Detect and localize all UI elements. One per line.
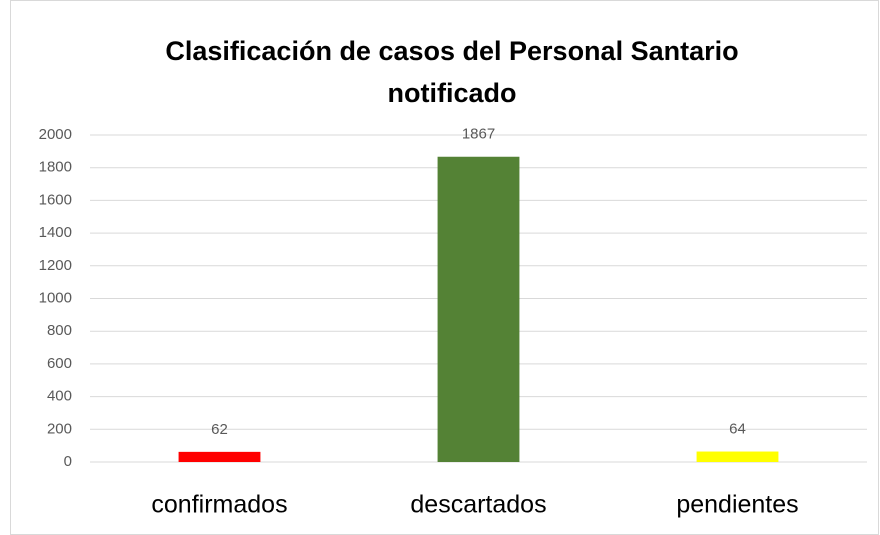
y-tick-label: 600 xyxy=(47,355,72,372)
data-label: 1867 xyxy=(462,126,495,143)
y-tick-label: 800 xyxy=(47,322,72,339)
data-label: 64 xyxy=(729,421,746,438)
data-label: 62 xyxy=(211,421,228,438)
y-tick-label: 200 xyxy=(47,420,72,437)
x-tick-label: confirmados xyxy=(151,491,287,519)
y-tick-label: 0 xyxy=(64,453,72,470)
bar xyxy=(696,451,779,462)
y-tick-label: 1000 xyxy=(39,289,72,306)
y-tick-label: 1400 xyxy=(39,224,72,241)
y-tick-label: 1800 xyxy=(39,159,72,176)
y-tick-label: 1200 xyxy=(39,257,72,274)
y-tick-label: 400 xyxy=(47,388,72,405)
chart-title: Clasificación de casos del Personal Sant… xyxy=(165,36,739,108)
bar xyxy=(178,451,261,462)
x-tick-label: descartados xyxy=(410,491,546,519)
y-tick-label: 2000 xyxy=(39,126,72,143)
y-tick-label: 1600 xyxy=(39,191,72,208)
bar xyxy=(437,156,520,463)
x-tick-label: pendientes xyxy=(676,491,798,519)
